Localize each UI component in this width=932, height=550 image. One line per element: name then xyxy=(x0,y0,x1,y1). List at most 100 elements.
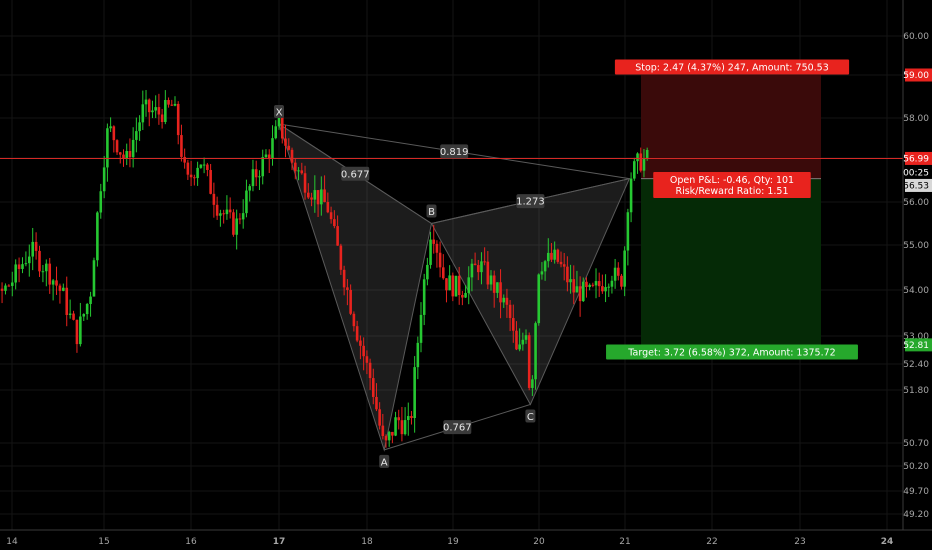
stop-label-box xyxy=(614,59,850,75)
candle-body-45 xyxy=(99,191,103,213)
candle-body-65 xyxy=(164,100,167,123)
candle-body-160 xyxy=(470,263,474,278)
candle-body-141 xyxy=(410,416,413,419)
candle-body-34 xyxy=(62,287,65,291)
current-price-badge xyxy=(905,151,932,165)
candle-body-208 xyxy=(623,250,626,287)
candle-body-143 xyxy=(416,342,420,368)
stop-price-badge xyxy=(905,68,932,82)
candle-body-97 xyxy=(267,154,271,159)
current-price-badge-text: 56.99 xyxy=(903,154,929,164)
candle-body-87 xyxy=(235,218,238,235)
candle-body-170 xyxy=(502,297,506,303)
candle-body-68 xyxy=(173,103,177,106)
candle-body-58 xyxy=(141,104,145,123)
target-price-badge-text: 52.81 xyxy=(903,341,929,351)
candle-body-201 xyxy=(601,286,604,292)
candle-body-73 xyxy=(189,174,193,178)
candle-body-112 xyxy=(316,190,320,205)
candle-body-102 xyxy=(284,138,287,146)
candle-body-77 xyxy=(202,164,206,166)
candle-body-119 xyxy=(339,245,343,270)
ratio-box-XD xyxy=(440,144,469,159)
candle-body-171 xyxy=(505,297,509,305)
candle-body-92 xyxy=(251,169,255,187)
candle-body-124 xyxy=(355,326,359,341)
candle-body-212 xyxy=(636,153,639,162)
candle-body-74 xyxy=(193,177,196,179)
candle-body-104 xyxy=(290,149,294,163)
candle-body-193 xyxy=(575,286,579,293)
x-tick-label-5: 19 xyxy=(447,537,459,547)
candle-body-196 xyxy=(585,281,588,287)
y-tick-label-13: 49.20 xyxy=(903,510,929,520)
candle-body-44 xyxy=(96,212,99,261)
candle-body-150 xyxy=(438,252,442,268)
position-labels: Stop: 2.47 (4.37%) 247, Amount: 750.53 Op… xyxy=(606,59,858,360)
candle-body-163 xyxy=(480,261,483,273)
candle-body-61 xyxy=(151,110,154,113)
candle-body-27 xyxy=(38,250,41,272)
candle-body-107 xyxy=(300,170,304,174)
candle-body-121 xyxy=(346,287,349,290)
candle-body-126 xyxy=(362,345,365,357)
candle-body-30 xyxy=(48,263,52,285)
candle-body-203 xyxy=(607,286,611,288)
candle-body-168 xyxy=(496,282,499,293)
candle-body-116 xyxy=(329,212,333,220)
candle-body-98 xyxy=(271,138,274,159)
candle-body-207 xyxy=(620,275,623,287)
candle-body-144 xyxy=(419,314,423,343)
x-tick-label-8: 22 xyxy=(706,537,717,547)
candle-body-108 xyxy=(303,173,307,193)
candle-body-62 xyxy=(154,107,157,111)
candle-body-175 xyxy=(518,344,521,350)
x-tick-label-1: 15 xyxy=(98,537,109,547)
candle-body-157 xyxy=(461,294,464,298)
candle-body-21 xyxy=(17,264,21,269)
candle-body-145 xyxy=(422,279,426,315)
candle-body-23 xyxy=(24,263,28,265)
candle-body-187 xyxy=(556,249,560,262)
candle-body-49 xyxy=(112,126,116,141)
y-tick-label-8: 52.40 xyxy=(903,360,929,370)
candle-body-78 xyxy=(206,164,209,171)
candle-body-42 xyxy=(89,296,92,304)
y-tick-label-6: 54.00 xyxy=(903,286,929,296)
point-box-B xyxy=(426,204,437,218)
candle-body-127 xyxy=(365,356,369,363)
candle-body-131 xyxy=(378,409,381,426)
candle-body-76 xyxy=(199,164,203,168)
y-tick-label-0: 60.00 xyxy=(903,32,929,42)
candle-body-206 xyxy=(616,267,620,276)
candle-body-180 xyxy=(534,323,537,380)
candle-body-184 xyxy=(546,252,550,262)
candle-body-135 xyxy=(391,431,394,436)
candle-body-122 xyxy=(349,289,352,314)
candle-body-190 xyxy=(566,266,569,283)
candle-body-182 xyxy=(540,271,544,275)
candle-body-89 xyxy=(241,213,245,220)
candle-body-81 xyxy=(215,204,219,216)
candle-body-202 xyxy=(604,287,607,292)
point-label-A: A xyxy=(381,457,388,468)
candle-body-213 xyxy=(639,153,643,171)
candle-body-132 xyxy=(381,425,385,437)
candle-body-211 xyxy=(633,161,636,179)
candle-body-39 xyxy=(79,316,82,345)
candle-body-164 xyxy=(483,261,486,263)
ratio-box-XB xyxy=(341,166,370,181)
candle-body-138 xyxy=(400,420,404,435)
candle-body-204 xyxy=(610,280,614,287)
candle-body-181 xyxy=(537,274,541,324)
candle-body-38 xyxy=(75,319,79,345)
candle-body-194 xyxy=(578,286,582,302)
candle-body-66 xyxy=(167,100,170,105)
candle-body-82 xyxy=(219,213,222,216)
candle-body-29 xyxy=(45,263,48,272)
target-label-box xyxy=(606,344,858,360)
candle-body-198 xyxy=(591,284,595,286)
point-box-C xyxy=(525,409,536,423)
